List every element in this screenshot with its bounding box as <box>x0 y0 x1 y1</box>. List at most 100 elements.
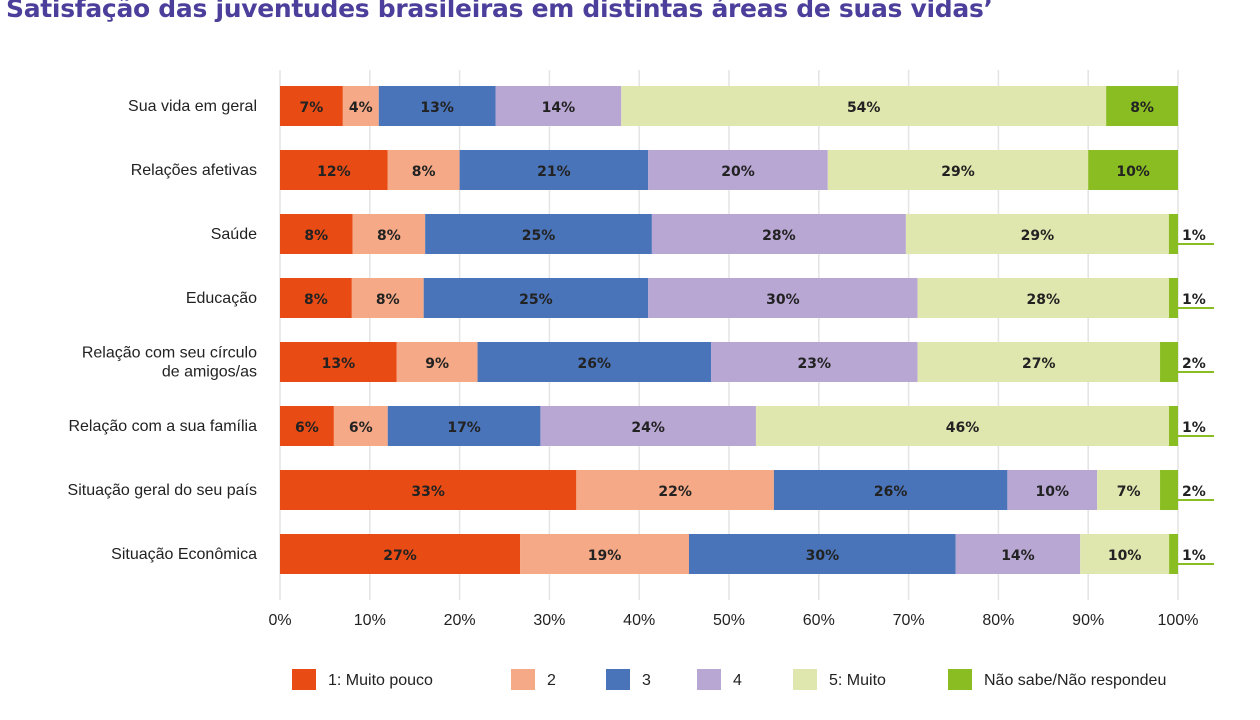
legend-label: Não sabe/Não respondeu <box>984 672 1166 689</box>
legend-label: 2 <box>547 672 556 689</box>
data-label: 23% <box>798 356 832 372</box>
bar-segment <box>477 342 712 382</box>
bar-segment <box>1169 406 1178 446</box>
bar-segment <box>423 278 649 318</box>
legend-label: 1: Muito pouco <box>328 672 433 689</box>
data-label: 22% <box>658 484 692 500</box>
data-label: 29% <box>941 164 975 180</box>
bar-segment <box>280 342 397 382</box>
bar-segment <box>280 470 577 510</box>
bar-segment <box>1088 150 1178 190</box>
data-label: 28% <box>762 228 796 244</box>
x-tick-label: 80% <box>982 612 1014 629</box>
x-tick-label: 0% <box>268 612 291 629</box>
bar-segment <box>280 534 521 574</box>
bar-segment <box>352 214 426 254</box>
bar-segment <box>425 214 652 254</box>
data-label: 13% <box>420 100 454 116</box>
data-label: 30% <box>806 548 840 564</box>
bar-segment <box>280 214 353 254</box>
bar-segment <box>576 470 774 510</box>
bar-segment <box>396 342 478 382</box>
category-label: Situação Econômica <box>111 546 257 563</box>
data-label: 29% <box>1021 228 1055 244</box>
data-label: 28% <box>1027 292 1061 308</box>
data-label: 10% <box>1108 548 1142 564</box>
bar-segment <box>917 342 1161 382</box>
bar-segment <box>495 86 622 126</box>
bar-segment <box>621 86 1107 126</box>
bar-segment <box>1168 214 1178 254</box>
data-label: 2% <box>1182 356 1206 372</box>
data-label: 27% <box>1022 356 1056 372</box>
legend-label: 4 <box>733 672 742 689</box>
bar-segment <box>773 470 1008 510</box>
bar-segment <box>755 406 1170 446</box>
category-label: Sua vida em geral <box>128 98 257 115</box>
data-label: 25% <box>519 292 553 308</box>
data-label: 8% <box>377 228 401 244</box>
legend-swatch <box>511 669 535 690</box>
data-label: 8% <box>412 164 436 180</box>
bar-segment <box>333 406 388 446</box>
bar-segment <box>648 150 828 190</box>
bar-segment <box>711 342 918 382</box>
bar-segment <box>648 278 918 318</box>
data-label: 7% <box>300 100 324 116</box>
data-label: 33% <box>411 484 445 500</box>
x-tick-label: 10% <box>354 612 386 629</box>
x-tick-label: 50% <box>713 612 745 629</box>
bar-segment <box>651 214 906 254</box>
x-tick-label: 20% <box>444 612 476 629</box>
data-label: 26% <box>578 356 612 372</box>
bar-segment <box>1160 470 1178 510</box>
data-label: 7% <box>1117 484 1141 500</box>
data-label: 54% <box>847 100 881 116</box>
data-label: 12% <box>317 164 351 180</box>
x-tick-label: 60% <box>803 612 835 629</box>
data-label: 26% <box>874 484 908 500</box>
bar-segment <box>351 278 424 318</box>
data-label: 46% <box>946 420 980 436</box>
legend-swatch <box>606 669 630 690</box>
bar-segment <box>917 278 1170 318</box>
bar-segment <box>387 406 541 446</box>
bar-segment <box>1080 534 1170 574</box>
data-label: 9% <box>425 356 449 372</box>
x-tick-label: 90% <box>1072 612 1104 629</box>
bar-segment <box>1169 278 1178 318</box>
data-label: 8% <box>1130 100 1154 116</box>
bar-segment <box>280 86 343 126</box>
data-label: 6% <box>349 420 373 436</box>
category-label: Situação geral do seu país <box>68 482 257 499</box>
bar-segment <box>342 86 379 126</box>
bar-segment <box>905 214 1169 254</box>
data-label: 1% <box>1182 420 1206 436</box>
legend-label: 5: Muito <box>829 672 886 689</box>
category-label: de amigos/as <box>162 364 257 381</box>
data-label: 24% <box>631 420 665 436</box>
data-label: 30% <box>766 292 800 308</box>
bar-segment <box>1007 470 1098 510</box>
bar-segment <box>280 406 334 446</box>
legend-swatch <box>292 669 316 690</box>
x-tick-label: 30% <box>533 612 565 629</box>
category-label: Relações afetivas <box>131 162 257 179</box>
legend-swatch <box>697 669 721 690</box>
bar-segment <box>827 150 1089 190</box>
data-label: 1% <box>1182 292 1206 308</box>
data-label: 21% <box>537 164 571 180</box>
legend-swatch <box>793 669 817 690</box>
bar-segment <box>378 86 496 126</box>
bar-segment <box>1169 534 1178 574</box>
bar-segment <box>459 150 649 190</box>
legend-label: 3 <box>642 672 651 689</box>
data-label: 10% <box>1036 484 1070 500</box>
bar-segment <box>1160 342 1178 382</box>
x-tick-label: 100% <box>1158 612 1199 629</box>
data-label: 6% <box>295 420 319 436</box>
category-label: Relação com seu círculo <box>82 345 257 362</box>
data-label: 20% <box>721 164 755 180</box>
data-label: 19% <box>588 548 622 564</box>
